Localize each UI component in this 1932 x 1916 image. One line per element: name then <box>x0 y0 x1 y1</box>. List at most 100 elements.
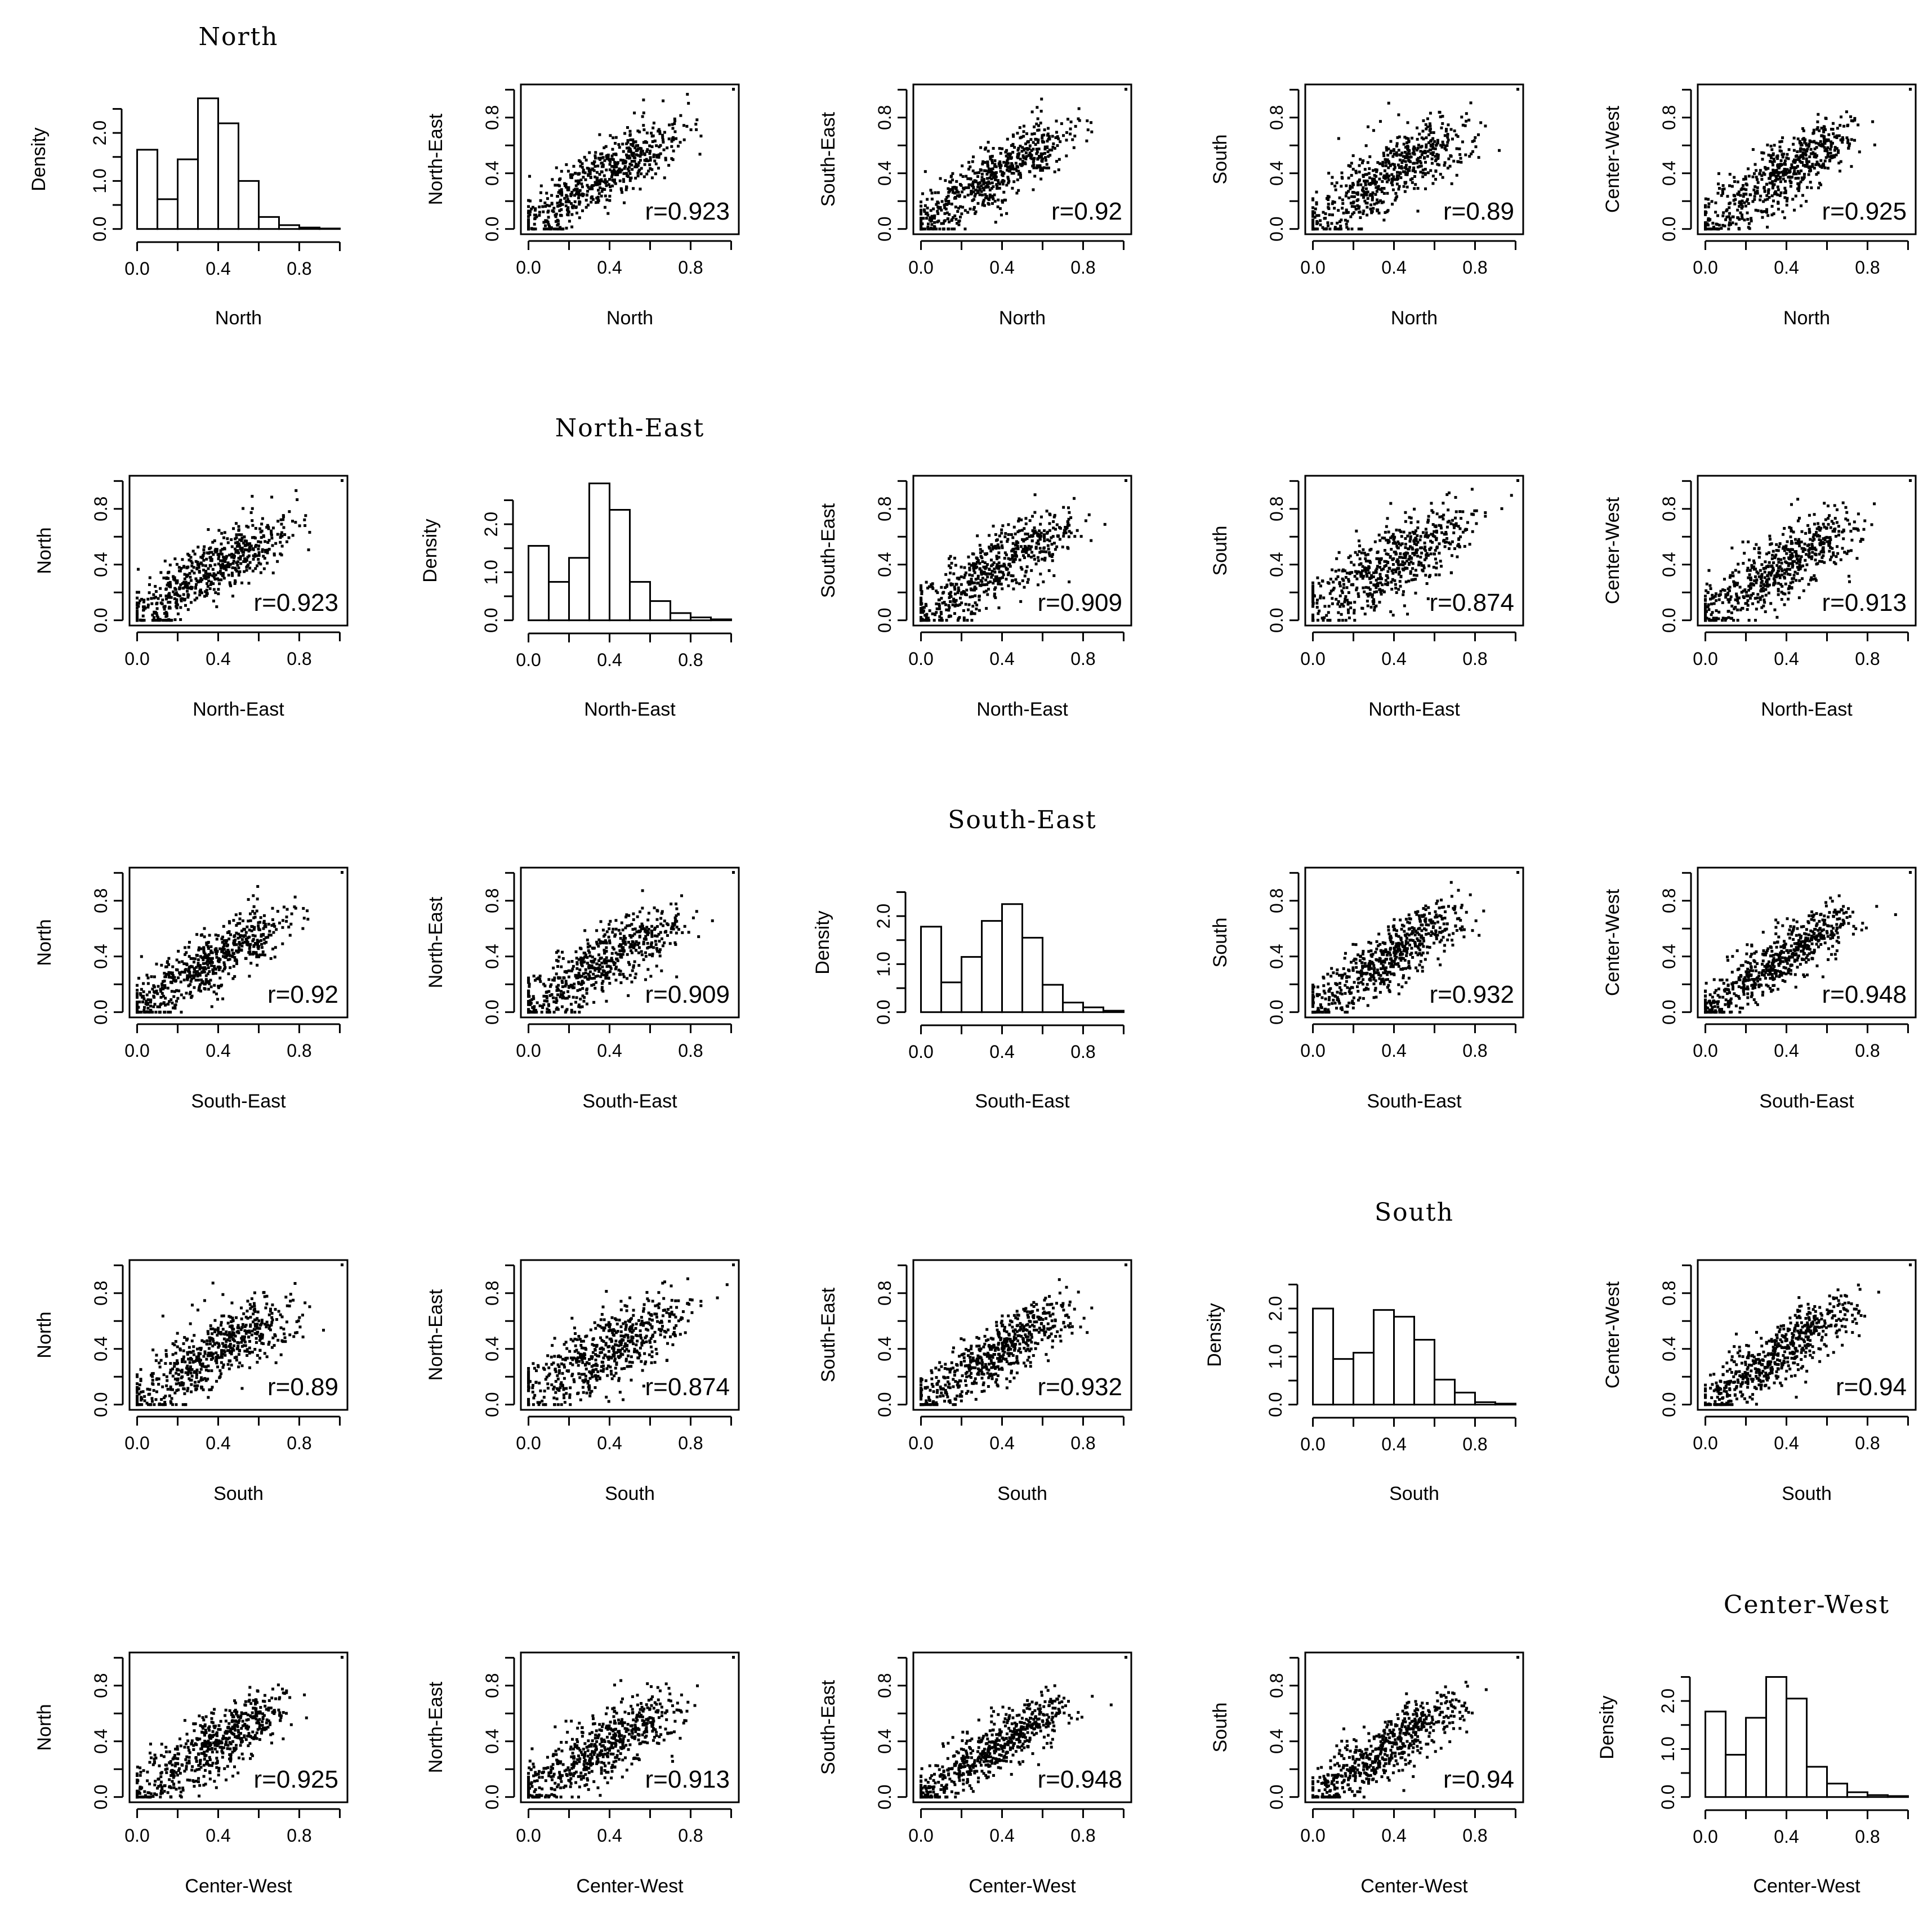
scatter-point <box>667 164 671 167</box>
scatter-point <box>251 569 255 573</box>
scatter-point <box>1769 175 1772 178</box>
scatter-point <box>1717 187 1721 190</box>
scatter-point <box>1815 160 1819 164</box>
scatter-point <box>614 162 617 166</box>
scatter-point <box>614 153 618 157</box>
scatter-point <box>618 167 621 171</box>
scatter-point <box>1816 562 1819 565</box>
scatter-point <box>995 579 998 582</box>
scatter-point <box>1798 579 1801 582</box>
scatter-point <box>673 117 676 120</box>
scatter-point <box>945 211 949 215</box>
scatter-point <box>1042 133 1046 137</box>
scatter-point <box>1416 161 1419 164</box>
scatter-point <box>983 583 986 587</box>
scatter-point <box>1054 548 1057 551</box>
scatter-point <box>194 587 197 590</box>
scatter-point <box>1440 145 1444 149</box>
scatter-point <box>1845 110 1848 114</box>
scatter-point <box>600 178 603 181</box>
scatter-point <box>1416 166 1420 169</box>
scatter-point <box>591 187 594 190</box>
scatter-point <box>1796 164 1799 168</box>
scatter-point <box>1384 161 1387 164</box>
scatter-point <box>1041 136 1044 140</box>
scatter-point <box>1814 155 1818 159</box>
scatter-point <box>564 204 568 208</box>
scatter-point <box>938 602 941 606</box>
scatter-point <box>189 579 193 582</box>
scatter-point <box>609 189 613 192</box>
scatter-point <box>1004 150 1007 154</box>
scatter-point <box>1009 558 1012 561</box>
scatter-point <box>1354 551 1357 554</box>
scatter-point <box>262 567 266 570</box>
y-tick-label: 0.0 <box>1266 608 1287 632</box>
scatter-point <box>559 202 563 206</box>
scatter-point <box>226 537 229 541</box>
scatter-point <box>1708 584 1712 587</box>
scatter-point <box>1776 185 1779 189</box>
scatter-point <box>225 555 228 558</box>
scatter-point <box>661 138 664 141</box>
scatter-point <box>983 566 987 569</box>
scatter-point <box>1449 542 1452 546</box>
scatter-point <box>1002 180 1006 183</box>
scatter-point <box>1707 205 1710 208</box>
scatter-point <box>341 479 343 482</box>
scatter-point <box>940 586 943 589</box>
scatter-point <box>1403 150 1407 154</box>
scatter-point <box>952 572 956 575</box>
scatter-point <box>968 566 971 570</box>
scatter-point <box>657 167 660 170</box>
scatter-point <box>223 547 226 551</box>
scatter-point <box>1373 609 1376 612</box>
scatter-point <box>978 171 981 175</box>
scatter-point <box>235 536 238 539</box>
scatter-point <box>1380 568 1383 571</box>
scatter-point <box>267 548 271 551</box>
x-tick-label: 0.0 <box>516 650 541 670</box>
scatter-point <box>1368 548 1372 552</box>
scatter-point <box>1417 560 1421 564</box>
scatter-point <box>1354 169 1358 173</box>
scatter-point <box>1396 546 1400 550</box>
scatter-point <box>228 553 231 557</box>
scatter-point <box>1383 560 1386 563</box>
scatter-point <box>652 121 655 124</box>
scatter-point <box>1416 541 1420 544</box>
scatter-point <box>1850 138 1853 141</box>
scatter-point <box>1742 187 1746 191</box>
scatter-point <box>1766 198 1769 201</box>
scatter-point <box>1800 555 1803 559</box>
scatter-point <box>1007 584 1010 587</box>
scatter-point <box>998 207 1002 210</box>
scatter-point <box>1787 176 1790 179</box>
scatter-point <box>1737 190 1741 194</box>
scatter-point <box>1384 211 1387 215</box>
scatter-point <box>1728 586 1732 589</box>
scatter-point <box>1368 593 1371 596</box>
scatter-point <box>920 584 923 587</box>
scatter-point <box>649 159 652 162</box>
scatter-point <box>1455 173 1458 177</box>
scatter-point <box>1447 547 1451 550</box>
scatter-point <box>1410 578 1413 582</box>
scatter-point <box>1350 195 1354 198</box>
scatter-point <box>1390 173 1394 176</box>
scatter-point <box>168 564 172 567</box>
scatter-points <box>527 88 735 231</box>
scatter-point <box>1356 553 1359 556</box>
scatter-point <box>227 565 231 569</box>
scatter-point <box>1770 213 1774 217</box>
scatter-point <box>1764 560 1767 564</box>
scatter-point <box>155 607 159 610</box>
scatter-point <box>1777 207 1780 211</box>
scatter-point <box>638 168 641 172</box>
scatter-point <box>989 580 992 583</box>
scatter-point <box>1024 142 1028 146</box>
scatter-point <box>1733 194 1737 198</box>
scatter-point <box>1825 526 1828 529</box>
scatter-point <box>1361 565 1364 568</box>
